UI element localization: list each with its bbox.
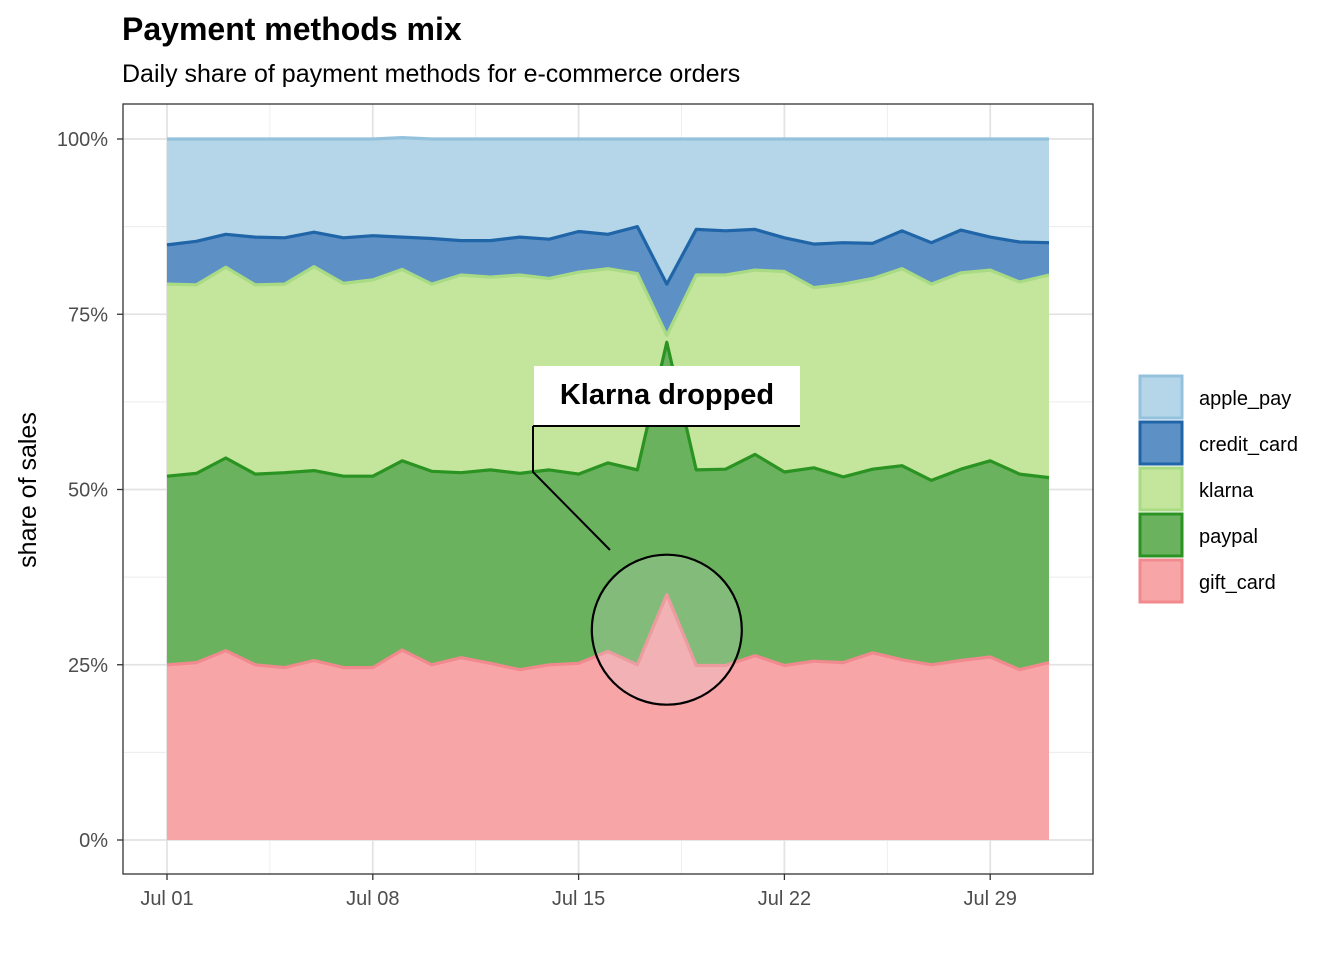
legend-key-credit_card bbox=[1138, 420, 1184, 466]
legend-key-gift_card bbox=[1138, 558, 1184, 604]
y-tick-label: 0% bbox=[79, 830, 108, 852]
legend-key-apple_pay bbox=[1138, 374, 1184, 420]
plot-area: Klarna dropped bbox=[122, 103, 1094, 875]
y-tick-label: 25% bbox=[68, 655, 108, 677]
annotation-circle bbox=[590, 553, 743, 706]
y-tick-label: 100% bbox=[57, 129, 108, 151]
annotation-label: Klarna dropped bbox=[560, 379, 774, 411]
area-series bbox=[167, 137, 1049, 840]
legend-label-credit_card: credit_card bbox=[1199, 434, 1298, 456]
chart-title: Payment methods mix bbox=[122, 11, 462, 47]
x-tick-label: Jul 08 bbox=[346, 888, 399, 910]
annotation-leader bbox=[532, 426, 611, 551]
y-axis: 0% 25% 50% 75% 100% bbox=[57, 129, 123, 852]
area-apple_pay bbox=[167, 137, 1049, 285]
y-axis-title: share of sales bbox=[14, 412, 42, 568]
line-gift_card bbox=[166, 593, 1050, 672]
y-tick-label: 75% bbox=[68, 304, 108, 326]
legend-key-paypal bbox=[1138, 512, 1184, 558]
x-tick-label: Jul 01 bbox=[140, 888, 193, 910]
area-paypal bbox=[167, 342, 1049, 670]
legend-key-klarna bbox=[1138, 466, 1184, 512]
annotation: Klarna dropped bbox=[532, 366, 800, 706]
area-credit_card bbox=[167, 226, 1049, 336]
legend-label-paypal: paypal bbox=[1199, 526, 1258, 548]
legend-label-apple_pay: apple_pay bbox=[1199, 388, 1291, 410]
x-tick-label: Jul 22 bbox=[758, 888, 811, 910]
line-apple_pay bbox=[167, 136, 1049, 141]
line-paypal bbox=[166, 340, 1050, 482]
series-lines bbox=[166, 136, 1050, 672]
x-axis: Jul 01 Jul 08 Jul 15 Jul 22 Jul 29 bbox=[140, 874, 1017, 910]
line-klarna bbox=[166, 265, 1050, 337]
chart-subtitle: Daily share of payment methods for e-com… bbox=[122, 60, 740, 88]
annotation-label-box bbox=[534, 366, 800, 425]
legend-label-klarna: klarna bbox=[1199, 480, 1254, 502]
legend-label-gift_card: gift_card bbox=[1199, 572, 1276, 594]
line-credit_card bbox=[166, 225, 1050, 286]
y-tick-label: 50% bbox=[68, 480, 108, 502]
x-tick-label: Jul 29 bbox=[964, 888, 1017, 910]
x-tick-label: Jul 15 bbox=[552, 888, 605, 910]
area-gift_card bbox=[167, 594, 1049, 840]
